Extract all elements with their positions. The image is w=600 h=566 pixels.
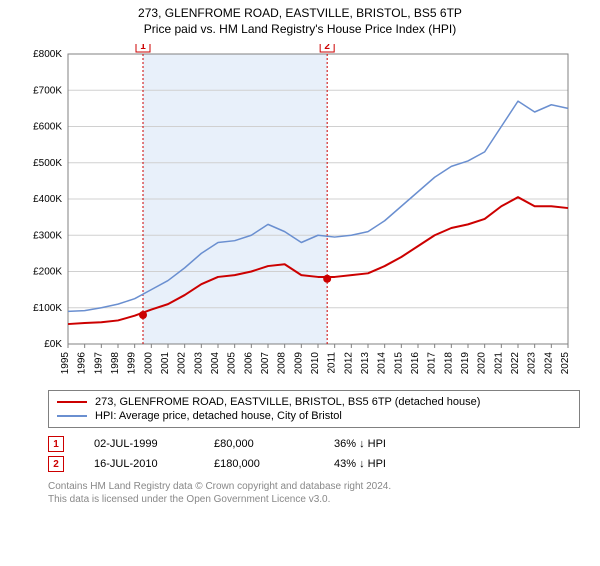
page-title: 273, GLENFROME ROAD, EASTVILLE, BRISTOL,… (0, 6, 600, 20)
svg-text:2022: 2022 (510, 352, 521, 375)
legend-row-hpi: HPI: Average price, detached house, City… (57, 409, 571, 423)
svg-text:2003: 2003 (193, 352, 204, 375)
svg-text:£800K: £800K (33, 49, 62, 60)
svg-text:2009: 2009 (293, 352, 304, 375)
svg-text:£600K: £600K (33, 122, 62, 133)
sale-price: £80,000 (214, 438, 304, 450)
svg-text:£700K: £700K (33, 85, 62, 96)
svg-text:2001: 2001 (160, 352, 171, 375)
svg-text:1997: 1997 (93, 352, 104, 375)
page-subtitle: Price paid vs. HM Land Registry's House … (0, 22, 600, 36)
svg-text:£300K: £300K (33, 230, 62, 241)
svg-text:£200K: £200K (33, 267, 62, 278)
sales-table: 1 02-JUL-1999 £80,000 36% ↓ HPI 2 16-JUL… (48, 434, 580, 474)
svg-text:2004: 2004 (210, 352, 221, 375)
svg-text:2012: 2012 (343, 352, 354, 375)
legend: 273, GLENFROME ROAD, EASTVILLE, BRISTOL,… (48, 390, 580, 428)
legend-label: HPI: Average price, detached house, City… (95, 410, 342, 422)
svg-text:2016: 2016 (410, 352, 421, 375)
svg-text:2017: 2017 (427, 352, 438, 375)
sale-date: 16-JUL-2010 (94, 458, 184, 470)
table-row: 1 02-JUL-1999 £80,000 36% ↓ HPI (48, 434, 580, 454)
svg-text:2011: 2011 (327, 352, 338, 374)
svg-text:1: 1 (140, 44, 146, 52)
svg-text:2000: 2000 (143, 352, 154, 375)
svg-text:£0K: £0K (44, 339, 62, 350)
svg-text:2: 2 (324, 44, 330, 52)
svg-text:2002: 2002 (177, 352, 188, 375)
svg-text:2006: 2006 (243, 352, 254, 375)
legend-row-property: 273, GLENFROME ROAD, EASTVILLE, BRISTOL,… (57, 395, 571, 409)
svg-text:£500K: £500K (33, 158, 62, 169)
legend-label: 273, GLENFROME ROAD, EASTVILLE, BRISTOL,… (95, 396, 480, 408)
svg-text:2020: 2020 (477, 352, 488, 375)
footer: Contains HM Land Registry data © Crown c… (48, 480, 580, 506)
svg-text:2013: 2013 (360, 352, 371, 375)
footer-line: Contains HM Land Registry data © Crown c… (48, 480, 580, 493)
svg-text:2018: 2018 (443, 352, 454, 375)
svg-text:1996: 1996 (77, 352, 88, 375)
svg-text:2023: 2023 (527, 352, 538, 375)
svg-text:2014: 2014 (377, 352, 388, 375)
sale-marker-icon: 2 (48, 456, 64, 472)
svg-text:2007: 2007 (260, 352, 271, 375)
svg-text:2019: 2019 (460, 352, 471, 375)
svg-text:£100K: £100K (33, 303, 62, 314)
svg-text:£400K: £400K (33, 194, 62, 205)
svg-text:1998: 1998 (110, 352, 121, 375)
svg-text:1999: 1999 (127, 352, 138, 375)
svg-text:2008: 2008 (277, 352, 288, 375)
footer-line: This data is licensed under the Open Gov… (48, 493, 580, 506)
svg-text:2010: 2010 (310, 352, 321, 375)
legend-swatch (57, 401, 87, 403)
svg-text:2024: 2024 (543, 352, 554, 375)
svg-text:2015: 2015 (393, 352, 404, 375)
sale-marker-icon: 1 (48, 436, 64, 452)
svg-text:2021: 2021 (493, 352, 504, 375)
legend-swatch (57, 415, 87, 417)
sale-date: 02-JUL-1999 (94, 438, 184, 450)
svg-text:2025: 2025 (560, 352, 571, 375)
svg-text:1995: 1995 (60, 352, 71, 375)
sale-price: £180,000 (214, 458, 304, 470)
sale-delta: 43% ↓ HPI (334, 458, 424, 470)
price-chart: £0K £100K £200K £300K £400K £500K £600K £700K £8… (20, 44, 580, 384)
svg-text:2005: 2005 (227, 352, 238, 375)
sale-delta: 36% ↓ HPI (334, 438, 424, 450)
table-row: 2 16-JUL-2010 £180,000 43% ↓ HPI (48, 454, 580, 474)
